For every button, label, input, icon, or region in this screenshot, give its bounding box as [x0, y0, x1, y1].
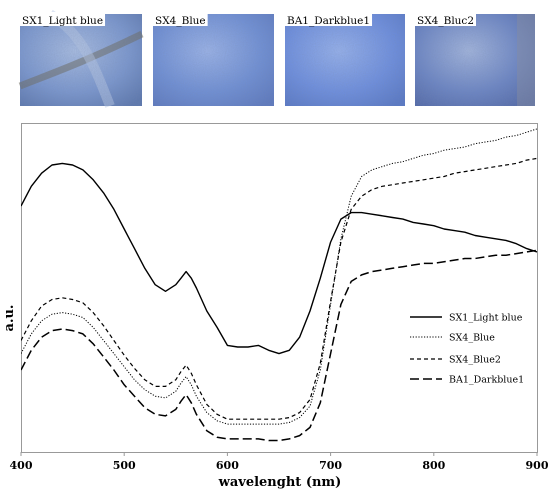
x-tick-label: 700 [319, 459, 342, 472]
thumbnail-label-bg [285, 12, 373, 26]
legend: SX1_Light blue SX4_Blue SX4_Blue2 BA1_Darkb… [410, 313, 524, 386]
legend-label: SX1_Light blue [449, 313, 523, 324]
legend-label: BA1_Darkblue1 [449, 375, 524, 386]
x-tick-label: 800 [422, 459, 445, 472]
sample-thumbnails: SX1_Light blue SX4_Blue BA1_Darkblue1 SX4_B… [18, 9, 535, 108]
plot-frame [21, 123, 538, 453]
x-tick-label: 400 [10, 459, 33, 472]
thumbnail-label: SX4_Blue [155, 15, 206, 27]
sample-thumbnail: SX1_Light blue [18, 9, 144, 108]
thumbnail-label-bg [415, 12, 476, 26]
texture-overlay [285, 14, 405, 106]
x-axis: 400 500 600 700 800 900 [10, 452, 549, 472]
y-axis-label: a.u. [2, 305, 17, 332]
sample-thumbnail: BA1_Darkblue1 [285, 12, 405, 106]
plot-series [21, 128, 538, 442]
sample-thumbnail: SX4_Bluc2 [415, 12, 535, 106]
legend-label: SX4_Blue [449, 333, 495, 344]
sample-thumbnail: SX4_Blue [153, 12, 274, 106]
x-tick-label: 600 [216, 459, 239, 472]
thumbnail-label-bg [153, 12, 208, 26]
thumbnail-label: SX1_Light blue [22, 15, 103, 27]
texture-overlay [415, 14, 535, 106]
legend-label: SX4_Blue2 [449, 355, 501, 366]
series-line [21, 249, 538, 442]
thumbnail-label-bg [20, 12, 106, 26]
series-line [21, 162, 538, 355]
thumbnail-label: SX4_Bluc2 [417, 15, 474, 27]
series-line [21, 157, 538, 420]
x-tick-label: 900 [526, 459, 549, 472]
x-tick-label: 500 [113, 459, 136, 472]
x-axis-label: wavelenght (nm) [218, 475, 342, 490]
texture-overlay [153, 14, 274, 106]
thumbnail-label: BA1_Darkblue1 [287, 15, 370, 27]
texture-overlay [20, 14, 142, 106]
